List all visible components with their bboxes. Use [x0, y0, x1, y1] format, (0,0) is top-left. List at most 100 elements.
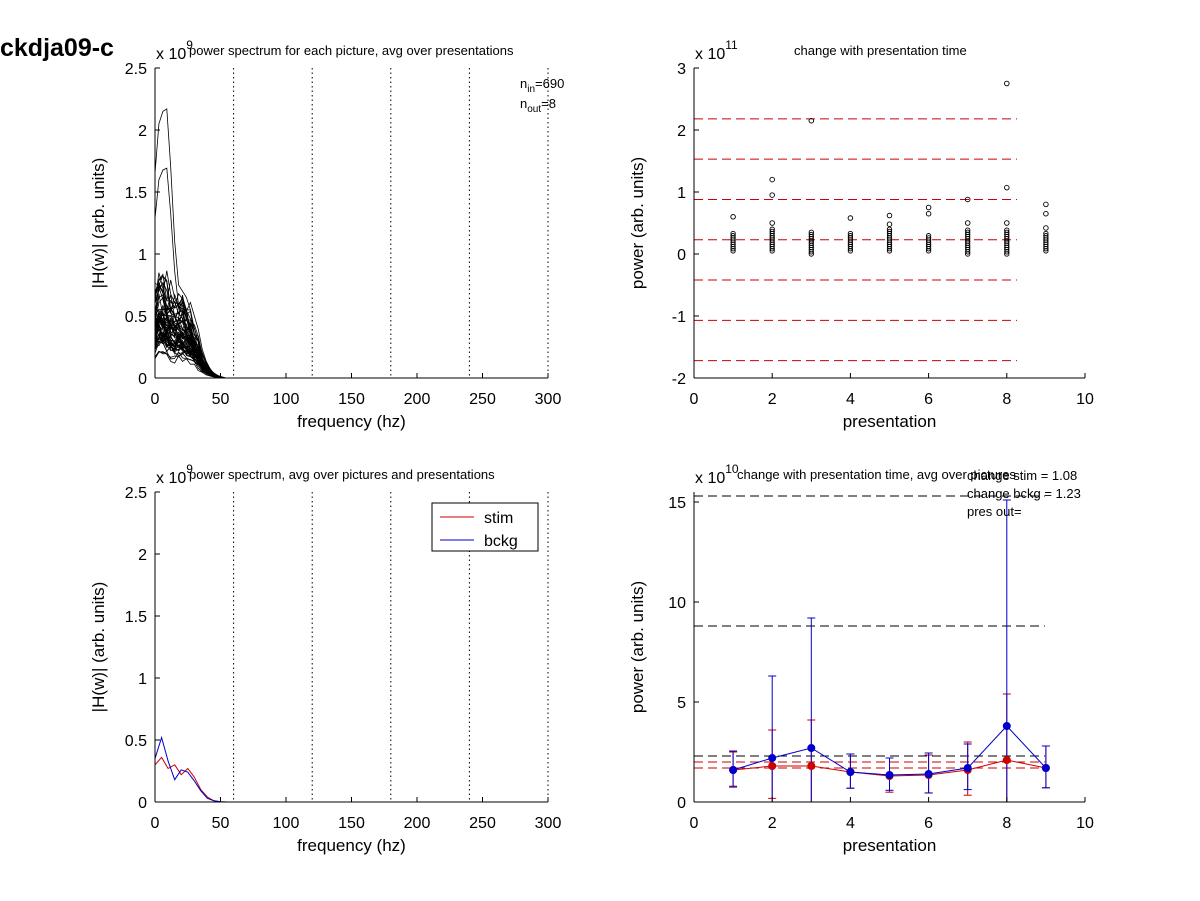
spectrum-line — [155, 332, 548, 379]
x-tick-label: 150 — [338, 815, 365, 832]
x-tick-label: 8 — [1002, 391, 1011, 408]
data-point — [886, 226, 893, 232]
y-tick-label: -1 — [672, 309, 686, 326]
y-tick-label: 1.5 — [125, 609, 147, 626]
x-tick-label: 50 — [212, 815, 230, 832]
data-point-outlier — [1043, 210, 1049, 217]
spectrum-line — [155, 282, 548, 379]
y-tick-label: 1 — [138, 671, 147, 688]
marker-stim — [1002, 756, 1011, 764]
data-point-outlier — [886, 212, 893, 219]
spectrum-line — [155, 324, 548, 379]
x-tick-label: 6 — [924, 815, 933, 832]
x-tick-label: 100 — [273, 391, 300, 408]
axis-exponent-label: x 109 — [156, 462, 193, 487]
x-axis-label: presentation — [843, 836, 937, 855]
spectrum-line — [155, 296, 548, 379]
chart-title: change with presentation time — [794, 43, 967, 58]
y-tick-label: 2.5 — [125, 485, 147, 502]
y-axis-label: |H(w)| (arb. units) — [89, 158, 108, 289]
data-point-outlier — [964, 220, 971, 226]
y-tick-label: 2 — [677, 123, 686, 140]
data-point — [730, 230, 736, 237]
x-tick-label: 10 — [1076, 391, 1094, 408]
legend-label-stim: stim — [484, 510, 513, 527]
x-tick-label: 2 — [768, 391, 777, 408]
y-tick-label: 0 — [677, 247, 686, 264]
y-axis-label: |H(w)| (arb. units) — [89, 582, 108, 713]
axis-exponent-label: x 109 — [156, 38, 193, 63]
y-tick-label: 1 — [138, 247, 147, 264]
spectrum-line — [155, 311, 548, 379]
x-tick-label: 0 — [151, 391, 160, 408]
data-point-outlier — [1043, 201, 1049, 208]
spectrum-line — [155, 316, 548, 379]
data-point-outlier — [769, 220, 775, 226]
spectrum-line — [155, 337, 548, 379]
data-point-outlier — [964, 196, 971, 203]
spectrum-line — [155, 320, 548, 379]
y-tick-label: 0 — [677, 795, 686, 812]
x-tick-label: 300 — [535, 391, 562, 408]
plot-power-spectrum-avg: 0 50 100 150 200 250 300 0 0.5 1 1.5 2 2.5 frequency … — [89, 462, 561, 855]
spectrum-line — [155, 281, 548, 379]
spectrum-line — [155, 285, 548, 379]
data-point — [1043, 233, 1049, 239]
spectrum-line — [155, 316, 548, 379]
spectrum-line — [155, 282, 548, 379]
spectrum-line — [155, 323, 548, 379]
data-point-outlier — [925, 210, 932, 217]
y-tick-label: 15 — [668, 495, 686, 512]
chart-title: power spectrum for each picture, avg ove… — [189, 43, 514, 58]
marker-bckg — [1002, 722, 1011, 730]
x-axis-label: frequency (hz) — [297, 836, 406, 855]
spectrum-line — [155, 336, 548, 379]
data-point-outlier — [925, 204, 932, 211]
spectrum-line — [155, 275, 548, 379]
spectrum-line — [155, 315, 548, 379]
y-tick-label: 10 — [668, 595, 686, 612]
spectrum-line — [155, 307, 548, 379]
x-tick-label: 200 — [404, 391, 431, 408]
legend-box — [431, 502, 539, 552]
spectrum-line — [155, 319, 548, 379]
spectrum-line — [155, 167, 548, 379]
spectrum-line — [155, 340, 548, 379]
spectrum-line — [155, 304, 548, 379]
x-tick-label: 8 — [1002, 815, 1011, 832]
spectrum-line — [155, 331, 548, 379]
data-point — [808, 231, 814, 238]
spectrum-line — [155, 308, 548, 379]
spectrum-line — [155, 293, 548, 379]
marker-bckg — [963, 764, 972, 772]
data-point-outlier — [886, 221, 893, 227]
marker-bckg — [885, 771, 894, 779]
axis-exponent-label: x 1010 — [695, 462, 739, 487]
data-point — [730, 233, 736, 239]
spectrum-line — [155, 328, 548, 379]
series-line-bckg — [155, 735, 548, 803]
plot-area — [155, 68, 549, 379]
data-point — [925, 235, 932, 241]
x-tick-label: 200 — [404, 815, 431, 832]
plot-change-avg-over-pictures: 0 2 4 6 8 10 0 5 10 15 presentation power (arb. uni… — [628, 462, 1094, 855]
y-tick-label: 2 — [138, 547, 147, 564]
x-axis-label: frequency (hz) — [297, 412, 406, 431]
y-tick-label: 0.5 — [125, 309, 147, 326]
spectrum-line — [155, 312, 548, 379]
chart-title: power spectrum, avg over pictures and pr… — [189, 467, 495, 482]
data-point — [965, 229, 971, 235]
data-point — [847, 233, 854, 239]
spectrum-line — [155, 285, 548, 379]
spectrum-line — [155, 309, 548, 379]
n-count-annotation: nin=690 — [520, 76, 564, 95]
spectrum-line — [155, 332, 548, 379]
spectrum-line — [155, 324, 548, 379]
y-tick-label: 1 — [677, 185, 686, 202]
stats-annotation: change bckg = 1.23 — [967, 486, 1081, 501]
spectrum-line — [155, 321, 548, 379]
spectrum-line — [155, 270, 548, 379]
x-tick-label: 100 — [273, 815, 300, 832]
spectrum-line — [155, 333, 548, 379]
